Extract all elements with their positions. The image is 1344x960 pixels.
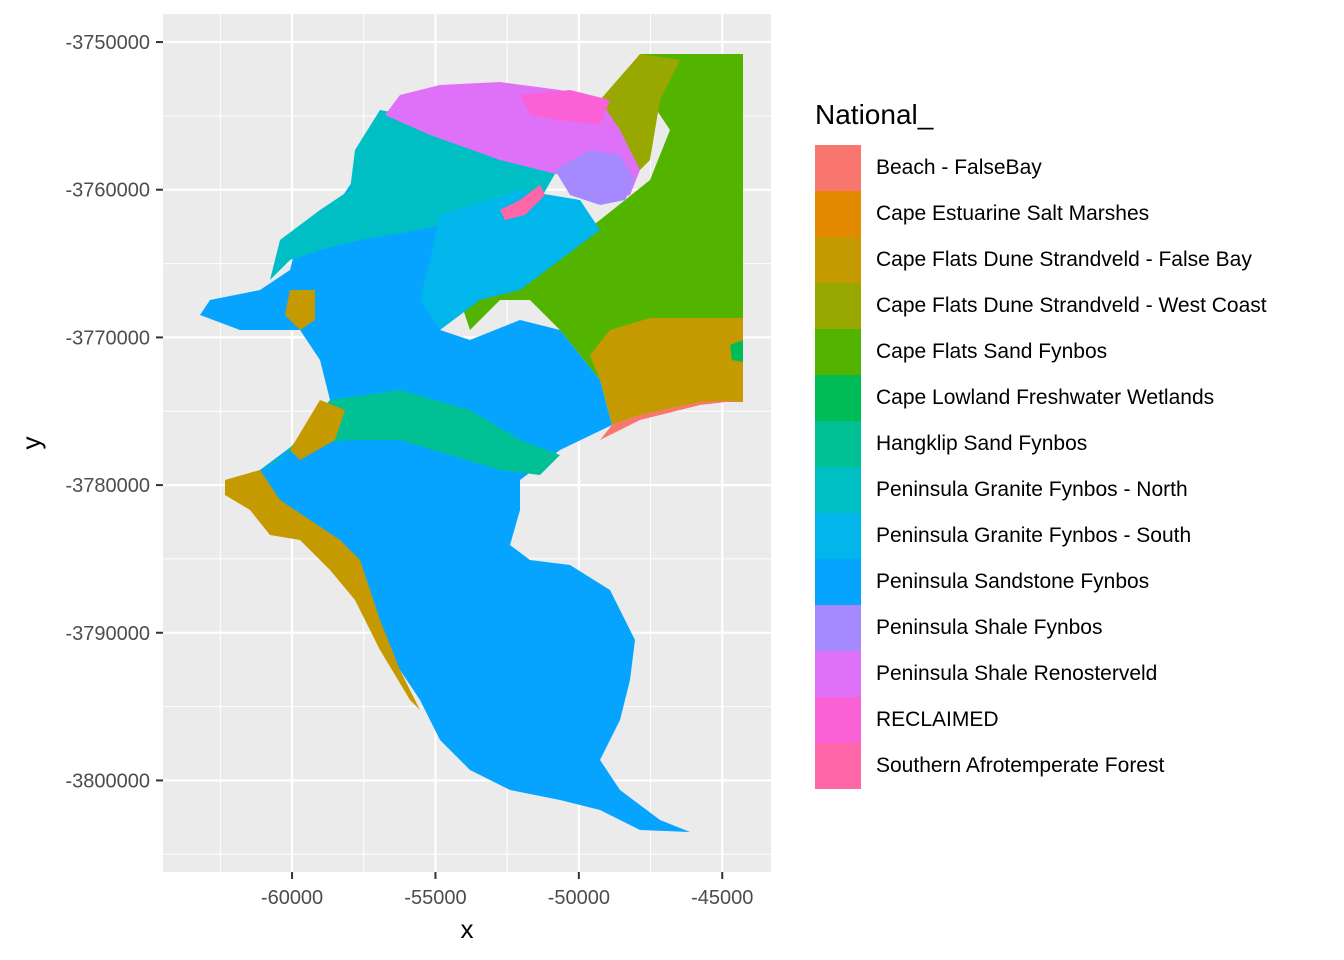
legend-label: Cape Flats Dune Strandveld - False Bay (876, 248, 1252, 271)
legend-item: Peninsula Shale Fynbos (815, 605, 1267, 651)
legend-item: Cape Lowland Freshwater Wetlands (815, 375, 1267, 421)
x-axis-label: x (461, 914, 474, 944)
legend-item: Cape Estuarine Salt Marshes (815, 191, 1267, 237)
region-shale-fynbos (555, 150, 635, 205)
legend-swatch (815, 513, 861, 559)
legend-swatch (815, 191, 861, 237)
legend-item: Cape Flats Dune Strandveld - West Coast (815, 283, 1267, 329)
legend-item: Southern Afrotemperate Forest (815, 743, 1267, 789)
legend: National_ Beach - FalseBay Cape Estuarine… (815, 95, 1267, 789)
region-dune-strandveld-false-bay-west (225, 470, 420, 710)
legend-item: Peninsula Shale Renosterveld (815, 651, 1267, 697)
region-beach-falsebay (600, 400, 743, 440)
legend-item: Cape Flats Sand Fynbos (815, 329, 1267, 375)
y-tick-label: -3790000 (65, 623, 150, 645)
y-axis-label: y (16, 437, 46, 450)
legend-item: Hangklip Sand Fynbos (815, 421, 1267, 467)
y-tick-label: -3800000 (65, 770, 150, 792)
x-tick-label: -45000 (691, 887, 753, 909)
legend-swatch (815, 329, 861, 375)
region-dune-strandveld-false-bay-central (290, 400, 345, 460)
legend-swatch (815, 467, 861, 513)
y-tick-label: -3760000 (65, 180, 150, 202)
legend-swatch (815, 697, 861, 743)
legend-swatch (815, 605, 861, 651)
legend-label: Cape Estuarine Salt Marshes (876, 202, 1150, 225)
x-tick-label: -55000 (404, 887, 466, 909)
legend-label: Cape Flats Dune Strandveld - West Coast (876, 294, 1267, 317)
peninsula-map (200, 54, 743, 832)
legend-label: Cape Lowland Freshwater Wetlands (876, 386, 1215, 409)
legend-swatch (815, 283, 861, 329)
legend-swatch (815, 651, 861, 697)
legend-label: RECLAIMED (876, 708, 999, 731)
legend-swatch (815, 743, 861, 789)
legend-swatch (815, 375, 861, 421)
y-tick-label: -3750000 (65, 32, 150, 54)
legend-item: RECLAIMED (815, 697, 1267, 743)
legend-label: Beach - FalseBay (876, 156, 1042, 179)
legend-swatch (815, 421, 861, 467)
x-tick-label: -60000 (261, 887, 323, 909)
legend-item: Peninsula Sandstone Fynbos (815, 559, 1267, 605)
legend-label: Hangklip Sand Fynbos (876, 432, 1088, 455)
legend-swatch (815, 145, 861, 191)
y-tick-label: -3770000 (65, 327, 150, 349)
region-cape-lowland-wetlands (730, 340, 743, 362)
legend-title: National_ (815, 99, 934, 130)
legend-swatch (815, 559, 861, 605)
legend-label: Peninsula Sandstone Fynbos (876, 570, 1150, 593)
legend-swatch (815, 237, 861, 283)
region-afrotemperate-forest (500, 185, 545, 220)
region-granite-fynbos-south (420, 190, 600, 330)
legend-item: Peninsula Granite Fynbos - North (815, 467, 1267, 513)
x-tick-label: -50000 (548, 887, 610, 909)
x-axis: -60000 -55000 -50000 -45000 (261, 872, 753, 909)
legend-label: Peninsula Shale Renosterveld (876, 662, 1158, 685)
legend-item: Cape Flats Dune Strandveld - False Bay (815, 237, 1267, 283)
legend-label: Peninsula Granite Fynbos - South (876, 524, 1192, 547)
legend-label: Southern Afrotemperate Forest (876, 754, 1165, 777)
legend-label: Peninsula Shale Fynbos (876, 616, 1103, 639)
y-tick-label: -3780000 (65, 475, 150, 497)
legend-label: Peninsula Granite Fynbos - North (876, 478, 1188, 501)
legend-item: Beach - FalseBay (815, 145, 1267, 191)
y-axis: -3750000 -3760000 -3770000 -3780000 -3790000… (65, 32, 163, 792)
legend-label: Cape Flats Sand Fynbos (876, 340, 1108, 363)
region-peninsula-sandstone-fynbos (200, 110, 690, 832)
region-reclaimed (520, 90, 610, 125)
legend-item: Peninsula Granite Fynbos - South (815, 513, 1267, 559)
region-dune-strandveld-false-bay-east (590, 318, 743, 425)
region-dune-strandveld-false-bay-inlet (285, 290, 315, 330)
legend-entries: Beach - FalseBay Cape Estuarine Salt Mars… (815, 145, 1267, 789)
